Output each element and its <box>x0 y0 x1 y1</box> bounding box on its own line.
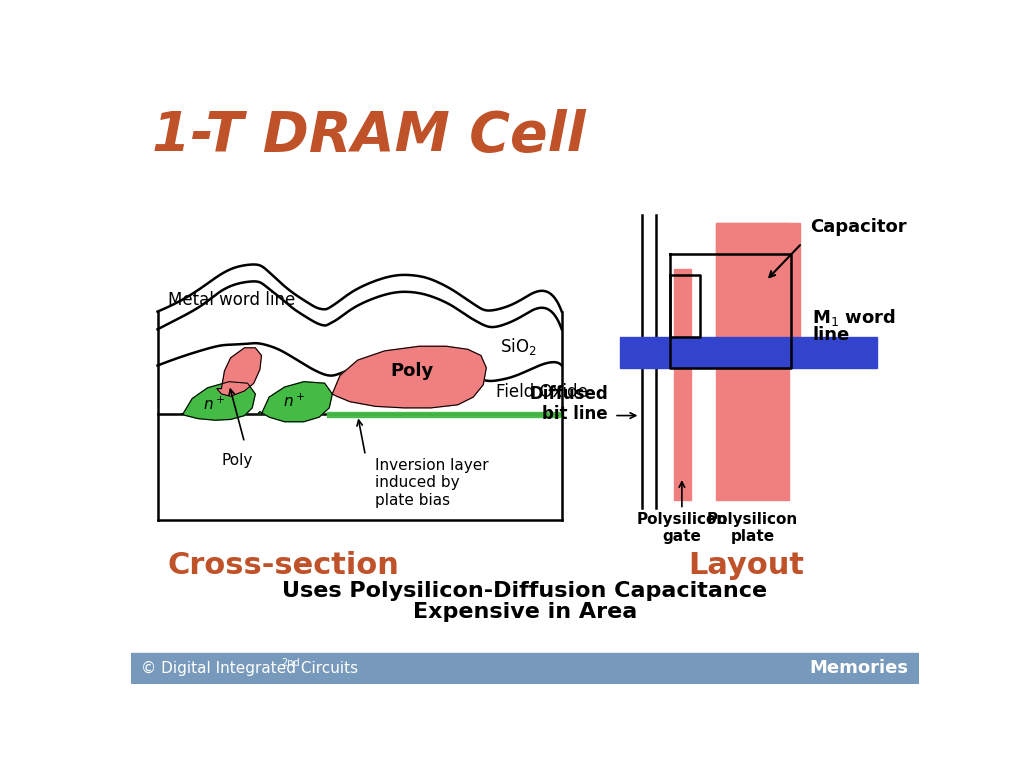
Text: Poly: Poly <box>221 452 253 468</box>
Text: $n^+$: $n^+$ <box>283 393 305 410</box>
Text: Metal word line: Metal word line <box>168 291 295 309</box>
Text: Field Oxide: Field Oxide <box>497 383 588 402</box>
Bar <box>716 223 801 337</box>
Text: Capacitor: Capacitor <box>810 217 906 236</box>
Text: Poly: Poly <box>390 362 433 380</box>
Text: Inversion layer
induced by
plate bias: Inversion layer induced by plate bias <box>376 458 489 508</box>
Text: Expensive in Area: Expensive in Area <box>413 602 637 622</box>
Text: Cross-section: Cross-section <box>167 551 399 580</box>
Text: 2nd: 2nd <box>282 657 300 667</box>
Bar <box>674 270 691 500</box>
Text: 1-T DRAM Cell: 1-T DRAM Cell <box>153 109 586 163</box>
Text: M$_1$ word: M$_1$ word <box>812 307 896 328</box>
Text: Diffused
bit line: Diffused bit line <box>529 385 608 423</box>
Text: Memories: Memories <box>809 659 908 677</box>
Text: line: line <box>812 326 849 344</box>
Polygon shape <box>333 346 486 408</box>
Bar <box>131 653 920 684</box>
Text: $n^+$: $n^+$ <box>203 396 225 412</box>
Text: Polysilicon
plate: Polysilicon plate <box>708 511 799 545</box>
Text: Layout: Layout <box>688 551 805 580</box>
Polygon shape <box>180 382 255 420</box>
Text: SiO$_2$: SiO$_2$ <box>500 336 537 357</box>
Polygon shape <box>258 382 333 422</box>
Bar <box>716 223 788 500</box>
Text: © Digital Integrated Circuits: © Digital Integrated Circuits <box>141 660 358 676</box>
Polygon shape <box>217 348 261 396</box>
Bar <box>620 337 878 368</box>
Text: Polysilicon
gate: Polysilicon gate <box>636 511 727 545</box>
Text: Uses Polysilicon-Diffusion Capacitance: Uses Polysilicon-Diffusion Capacitance <box>283 581 767 601</box>
